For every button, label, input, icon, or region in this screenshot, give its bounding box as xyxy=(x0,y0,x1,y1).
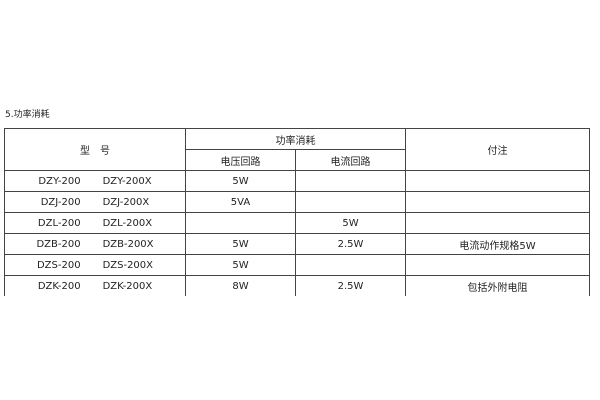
remark-cell xyxy=(405,191,590,213)
remark-cell xyxy=(405,212,590,234)
model-b: DZY-200X xyxy=(102,175,152,187)
power-consumption-table: 型 号 功率消耗 付注 电压回路 电流回路 DZY-200 DZY-200X 5W… xyxy=(4,128,590,296)
model-cell: DZY-200 DZY-200X xyxy=(4,170,186,192)
subheader-row: 电压回路 电流回路 xyxy=(5,149,590,171)
header-row: 型 号 功率消耗 付注 xyxy=(4,128,590,171)
section-title: 5.功率消耗 xyxy=(5,110,50,120)
model-cell: DZK-200 DZK-200X xyxy=(4,275,186,296)
current-cell: 5W xyxy=(295,212,406,234)
header-voltage-circuit: 电压回路 xyxy=(185,149,296,171)
remark-cell: 电流动作规格5W xyxy=(405,233,590,255)
model-b: DZL-200X xyxy=(102,217,153,229)
table-row: DZL-200 DZL-200X 5W xyxy=(4,212,590,234)
current-cell: 2.5W xyxy=(295,275,406,296)
current-cell xyxy=(295,170,406,192)
voltage-cell: 8W xyxy=(185,275,296,296)
table-row: DZS-200 DZS-200X 5W xyxy=(4,254,590,276)
table-row: DZK-200 DZK-200X 8W 2.5W 包括外附电阻 xyxy=(4,275,590,296)
model-cell: DZB-200 DZB-200X xyxy=(4,233,186,255)
model-a: DZJ-200 xyxy=(40,196,81,208)
model-b: DZJ-200X xyxy=(102,196,150,208)
model-b: DZK-200X xyxy=(102,280,153,292)
model-a: DZY-200 xyxy=(38,175,81,187)
current-cell xyxy=(295,191,406,213)
header-model: 型 号 xyxy=(4,128,186,171)
model-cell: DZL-200 DZL-200X xyxy=(4,212,186,234)
model-a: DZL-200 xyxy=(37,217,81,229)
model-cell: DZS-200 DZS-200X xyxy=(4,254,186,276)
model-b: DZS-200X xyxy=(102,259,154,271)
voltage-cell: 5W xyxy=(185,170,296,192)
model-a: DZS-200 xyxy=(36,259,81,271)
remark-cell xyxy=(405,170,590,192)
remark-cell xyxy=(405,254,590,276)
remark-cell: 包括外附电阻 xyxy=(405,275,590,296)
model-a: DZB-200 xyxy=(36,238,81,250)
table-row: DZY-200 DZY-200X 5W xyxy=(4,170,590,192)
model-b: DZB-200X xyxy=(102,238,154,250)
model-a: DZK-200 xyxy=(37,280,81,292)
header-power: 功率消耗 xyxy=(185,128,406,150)
voltage-cell: 5W xyxy=(185,233,296,255)
header-current-circuit: 电流回路 xyxy=(295,149,406,171)
current-cell: 2.5W xyxy=(295,233,406,255)
voltage-cell: 5VA xyxy=(185,191,296,213)
voltage-cell xyxy=(185,212,296,234)
voltage-cell: 5W xyxy=(185,254,296,276)
model-cell: DZJ-200 DZJ-200X xyxy=(4,191,186,213)
header-remarks: 付注 xyxy=(405,128,590,171)
table-row: DZB-200 DZB-200X 5W 2.5W 电流动作规格5W xyxy=(4,233,590,255)
table-row: DZJ-200 DZJ-200X 5VA xyxy=(4,191,590,213)
current-cell xyxy=(295,254,406,276)
